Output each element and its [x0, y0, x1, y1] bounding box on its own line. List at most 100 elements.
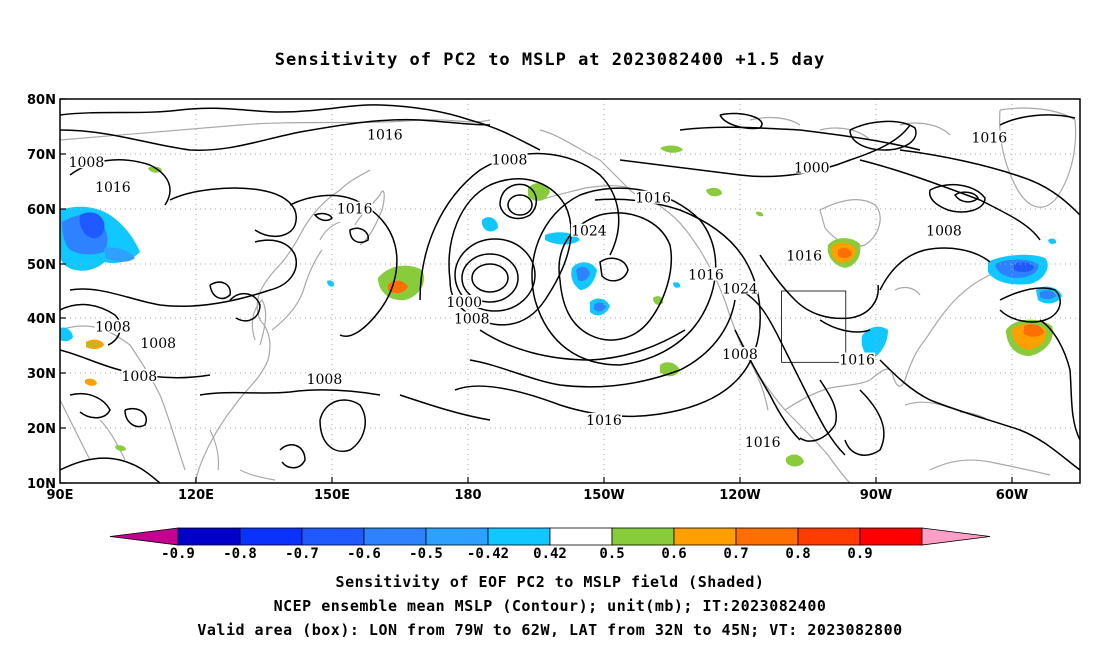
colorbar-swatch [797, 527, 861, 546]
lat-label: 70N [27, 148, 56, 163]
colorbar-swatch [487, 527, 551, 546]
colorbar-label: -0.9 [161, 546, 195, 562]
contour-label-bg [446, 294, 483, 308]
axis-ticks [60, 98, 1013, 484]
contour-label-bg [121, 369, 158, 383]
colorbar-swatch [425, 527, 489, 546]
contour-label-bg [688, 267, 724, 281]
colorbar-label: 0.42 [533, 546, 567, 562]
lon-label: 150E [314, 488, 350, 503]
contour-label-bg [68, 155, 105, 169]
lat-label: 50N [27, 258, 56, 273]
shade-negative [104, 247, 135, 262]
shade-negative [576, 266, 590, 282]
colorbar-swatch [859, 527, 923, 546]
colorbar-swatch [549, 527, 613, 546]
contour-label: 1016 [688, 268, 724, 284]
colorbar-label: -0.42 [467, 546, 509, 562]
shade-negative [482, 217, 498, 232]
contour-label-bg [793, 160, 830, 174]
contour-label: 1008 [140, 336, 176, 352]
contour-label-bg [366, 127, 403, 141]
colorbar-label: 0.5 [599, 546, 624, 562]
shade-positive [86, 341, 100, 348]
contour-label: 1008 [722, 347, 758, 363]
colorbar-label: -0.7 [285, 546, 319, 562]
shade-positive [528, 183, 550, 201]
contour-label-bg [336, 201, 373, 215]
contour-label: 1008 [926, 224, 962, 240]
colorbar-label: 0.7 [723, 546, 748, 562]
shade-positive [1024, 324, 1044, 337]
contour-label-bg [306, 371, 343, 385]
shade-negative [327, 280, 335, 287]
lat-label: 60N [27, 203, 56, 218]
contour-label: 1016 [586, 413, 622, 429]
lon-label: 150W [583, 488, 624, 503]
colorbar-swatch [363, 527, 427, 546]
colorbar-swatch [611, 527, 675, 546]
colorbar-label: 0.8 [785, 546, 810, 562]
valid-area-box [781, 290, 847, 363]
contour-label: 1016 [337, 202, 373, 218]
lon-label: 60W [996, 488, 1028, 503]
lat-label: 30N [27, 367, 56, 382]
colorbar-max-triangle [921, 527, 991, 546]
contour-label-bg [491, 152, 528, 166]
contour-label: 1016 [635, 191, 671, 207]
colorbar-label: 0.6 [661, 546, 686, 562]
contour-labels: 1016100810161016100810161024100010161008… [68, 127, 1008, 451]
shade-positive [706, 187, 722, 197]
colorbar-swatch [177, 527, 241, 546]
colorbar-label: 0.9 [847, 546, 872, 562]
shade-positive [115, 445, 126, 451]
lon-label: 120E [178, 488, 214, 503]
contour-label-bg [586, 412, 622, 426]
contour-label: 1024 [722, 281, 758, 297]
contour-label: 1024 [571, 224, 607, 240]
contour-label: 1000 [794, 161, 830, 177]
shade-positive [85, 378, 97, 386]
colorbar: -0.9 -0.8 -0.7 -0.6 -0.5 -0.42 0.42 0.5 0.6 0.7 0.… [109, 527, 991, 562]
contour-label-bg [453, 311, 490, 325]
shade-negative [79, 212, 105, 239]
sensitivity-shading [60, 145, 1062, 467]
shade-negative [1014, 262, 1034, 273]
contour-label: 1008 [454, 311, 490, 327]
lat-label: 40N [27, 312, 56, 327]
contour-label-bg [722, 347, 758, 361]
shade-negative [861, 326, 888, 358]
shade-negative [60, 327, 73, 342]
colorbar-label: -0.5 [409, 546, 443, 562]
shade-positive [660, 145, 683, 153]
latitude-labels: 80N 70N 60N 50N 40N 30N 20N 10N [27, 93, 56, 492]
contour-label: 1008 [95, 320, 131, 336]
contour-label-bg [722, 281, 758, 295]
lat-label: 10N [27, 477, 56, 492]
contour-label: 1008 [492, 152, 528, 168]
contour-label-bg [744, 434, 781, 448]
contour-label-bg [635, 190, 672, 204]
caption-line-1: Sensitivity of EOF PC2 to MSLP field (Sh… [335, 573, 765, 591]
contour-label: 1008 [122, 369, 158, 385]
contour-label: 1016 [367, 128, 403, 144]
contour-label: 1008 [307, 372, 343, 388]
longitude-labels: 90E 120E 150E 180 150W 120W 90W 60W [47, 488, 1029, 503]
shade-positive [148, 166, 162, 173]
lon-label: 90E [47, 488, 74, 503]
shade-positive [838, 247, 852, 259]
contour-label-bg [94, 179, 131, 193]
contour-label: 1000 [446, 295, 482, 311]
colorbar-swatch [239, 527, 303, 546]
colorbar-swatch [735, 527, 799, 546]
shade-positive [756, 211, 764, 217]
contour-label: 1016 [839, 353, 875, 369]
mslp-contours [60, 104, 1080, 483]
contour-label-bg [140, 336, 177, 350]
lon-label: 90W [860, 488, 892, 503]
contour-label: 1008 [69, 155, 105, 171]
shade-negative [1040, 290, 1056, 300]
contour-label: 1016 [972, 130, 1008, 146]
lon-label: 120W [719, 488, 760, 503]
